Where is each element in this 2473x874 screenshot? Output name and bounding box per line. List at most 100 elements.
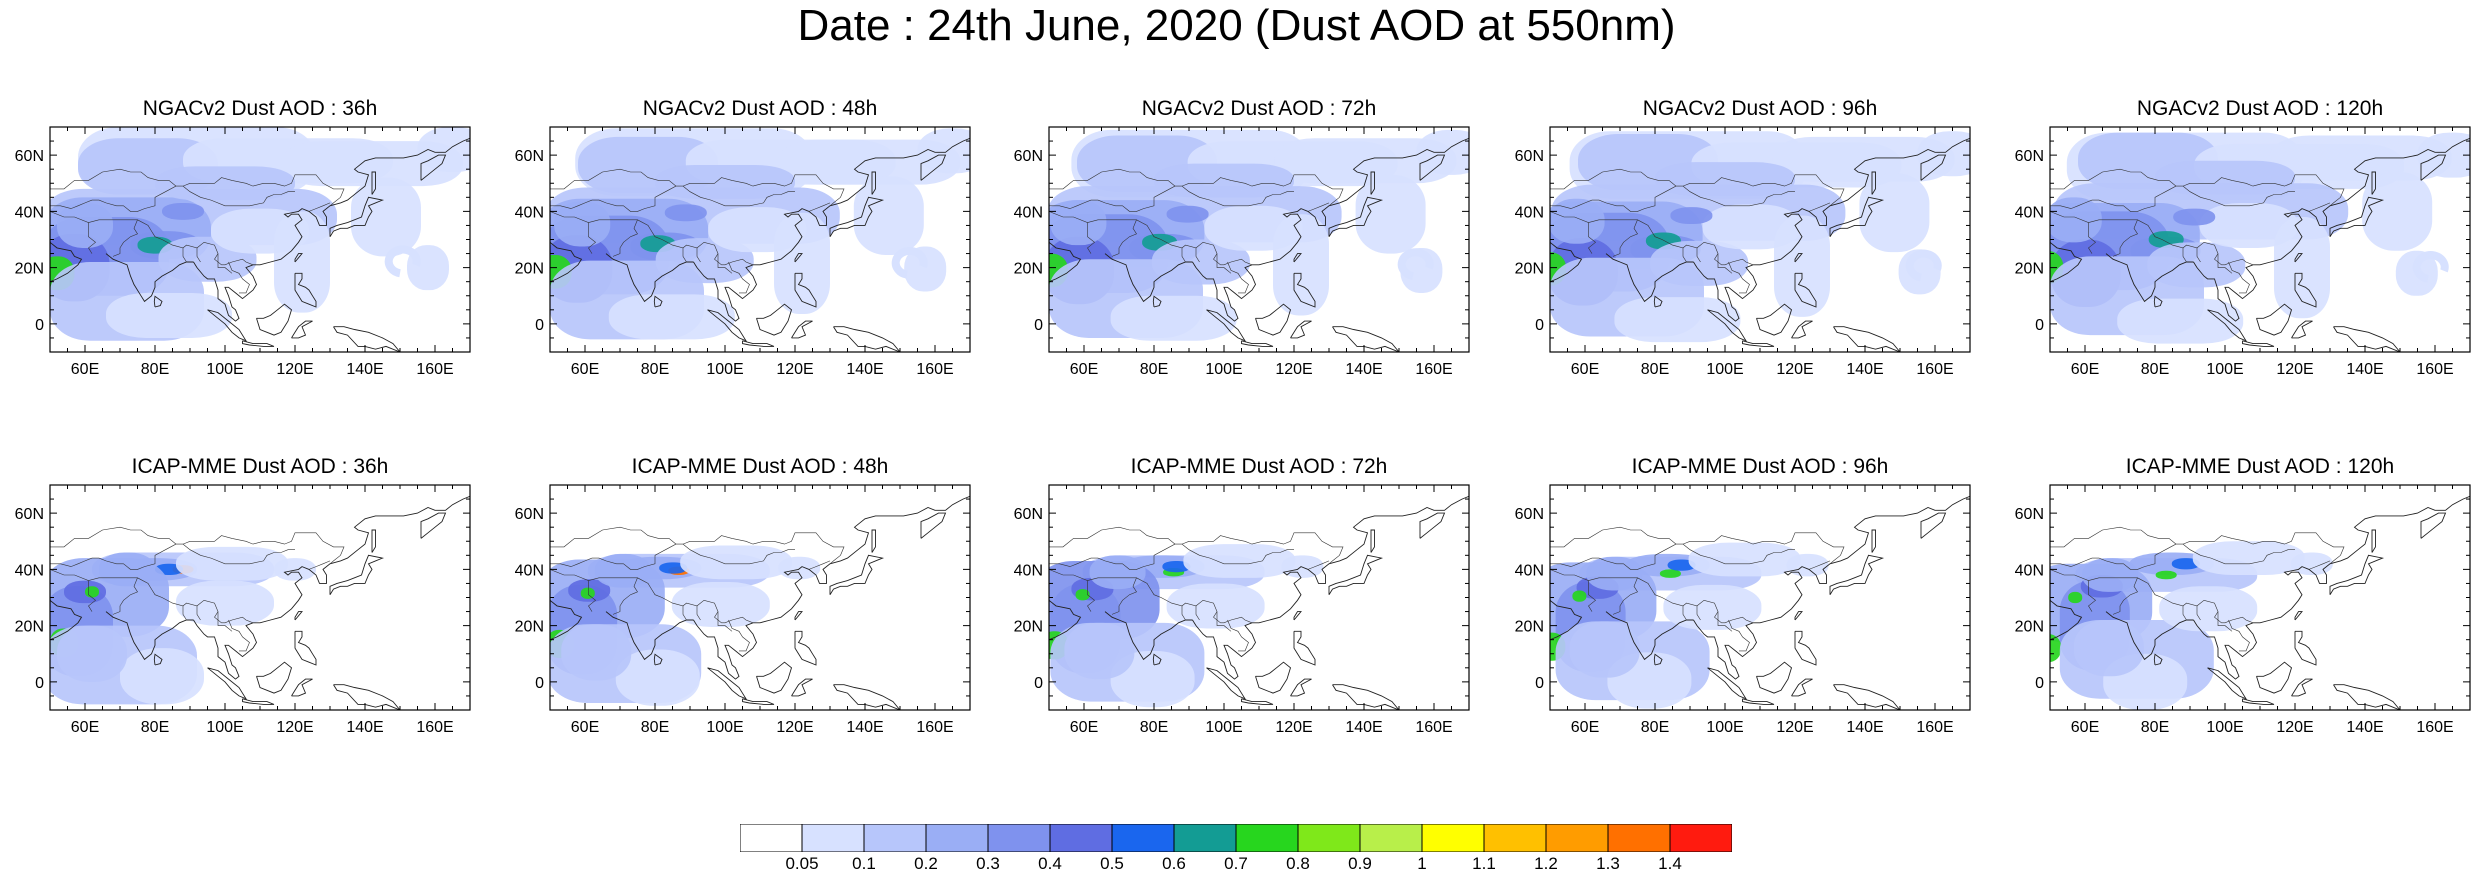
coastline xyxy=(791,320,813,339)
lon-tick-label: 160E xyxy=(2416,719,2453,736)
colorbar-swatch xyxy=(1421,824,1485,852)
aod-cell xyxy=(274,558,316,581)
lat-tick-label: 60N xyxy=(1515,506,1544,523)
coastline xyxy=(207,309,248,342)
country-border xyxy=(2182,247,2187,263)
country-border xyxy=(1808,560,1831,570)
coastline xyxy=(193,495,470,680)
country-border xyxy=(2050,211,2096,254)
lat-tick-label: 60N xyxy=(1014,148,1043,165)
coastline xyxy=(550,241,583,283)
country-border xyxy=(228,261,250,294)
country-border xyxy=(2088,219,2138,257)
country-border xyxy=(1682,185,1795,207)
country-border xyxy=(50,532,345,570)
lat-tick-label: 60N xyxy=(2015,506,2044,523)
lat-tick-label: 20N xyxy=(2015,261,2044,278)
coastline xyxy=(2207,309,2248,342)
aod-cell xyxy=(1166,205,1209,223)
aod-cell xyxy=(561,624,632,681)
colorbar-label: 1.3 xyxy=(1596,854,1620,873)
coastline xyxy=(291,678,313,697)
map-panel-ngac-36: NGACv2 Dust AOD : 36h 60E 80E 100E 120E 140E 1… xyxy=(15,97,471,389)
country-border xyxy=(2050,526,2177,548)
aod-cell xyxy=(2068,591,2083,604)
colorbar-label: 0.05 xyxy=(785,854,819,873)
country-border xyxy=(1550,526,1677,548)
lon-tick-label: 60E xyxy=(1070,361,1098,378)
country-border xyxy=(1728,619,1750,652)
country-border xyxy=(2050,532,2345,570)
coastline xyxy=(1794,272,1817,308)
coastline xyxy=(2420,512,2447,539)
coastline xyxy=(653,653,663,666)
aod-cell xyxy=(176,580,274,626)
aod-cell xyxy=(1774,215,1830,317)
colorbar-label: 0.9 xyxy=(1348,854,1372,873)
colorbar-swatch xyxy=(925,824,989,852)
aod-cell xyxy=(1625,553,1710,577)
coastline xyxy=(1370,171,1375,195)
coastline xyxy=(693,137,970,322)
aod-cell xyxy=(1273,214,1329,316)
country-border xyxy=(2196,247,2201,263)
map-panel-icap-48: ICAP-MME Dust AOD : 48h 60E 80E 100E 120E 140… xyxy=(515,455,971,747)
coastline xyxy=(371,529,376,553)
aod-cell xyxy=(1154,163,1294,198)
coastline xyxy=(756,661,793,694)
aod-cell xyxy=(2173,208,2216,226)
lon-tick-label: 140E xyxy=(346,719,383,736)
aod-field xyxy=(50,495,470,710)
coastline xyxy=(2329,196,2385,237)
colorbar-swatch xyxy=(863,824,927,852)
lon-tick-label: 120E xyxy=(2276,361,2313,378)
aod-swirl xyxy=(2412,251,2449,283)
coastline xyxy=(1293,630,1316,666)
coastline xyxy=(1707,309,1748,342)
country-border xyxy=(696,605,701,621)
country-border xyxy=(682,247,687,263)
lat-tick-label: 20N xyxy=(1515,619,1544,636)
lon-tick-label: 80E xyxy=(141,719,169,736)
lon-tick-label: 80E xyxy=(1140,361,1168,378)
country-border xyxy=(808,560,831,570)
coastline xyxy=(2193,495,2470,680)
country-border xyxy=(137,219,254,266)
coastline xyxy=(1742,340,1775,347)
coastline xyxy=(833,684,901,710)
coastline xyxy=(333,684,401,710)
aod-cell xyxy=(554,201,611,247)
lon-tick-label: 100E xyxy=(706,719,743,736)
aod-cell xyxy=(2050,197,2102,243)
coastline xyxy=(653,295,663,308)
lon-tick-label: 80E xyxy=(141,361,169,378)
country-border xyxy=(1049,168,1176,190)
lon-tick-label: 140E xyxy=(846,719,883,736)
aod-swirl xyxy=(891,246,928,279)
coastline xyxy=(2193,137,2470,322)
lon-tick-label: 160E xyxy=(916,719,953,736)
coastline xyxy=(153,653,163,666)
aod-cell xyxy=(1355,174,1426,254)
country-border xyxy=(1696,605,1701,621)
lon-tick-label: 100E xyxy=(206,361,243,378)
lat-tick-label: 60N xyxy=(15,506,44,523)
lat-tick-label: 60N xyxy=(1515,148,1544,165)
country-border xyxy=(717,253,733,274)
coastline xyxy=(105,253,194,303)
lat-tick-label: 0 xyxy=(1535,675,1544,692)
lon-tick-label: 60E xyxy=(571,719,599,736)
country-border xyxy=(217,611,233,632)
lon-tick-label: 140E xyxy=(2346,361,2383,378)
country-border xyxy=(2308,202,2331,212)
aod-cell xyxy=(594,553,651,588)
country-border xyxy=(2137,577,2254,624)
aod-cell xyxy=(120,648,204,705)
country-border xyxy=(1307,202,1330,212)
panel-title: ICAP-MME Dust AOD : 72h xyxy=(1130,455,1388,478)
coastline xyxy=(1707,667,1748,700)
map-plot: 60E 80E 100E 120E 140E 160E 60N 40N 20N 0 xyxy=(515,126,971,378)
coastline xyxy=(1829,554,1885,595)
aod-cell xyxy=(1663,584,1762,630)
coastline xyxy=(1241,698,1274,705)
